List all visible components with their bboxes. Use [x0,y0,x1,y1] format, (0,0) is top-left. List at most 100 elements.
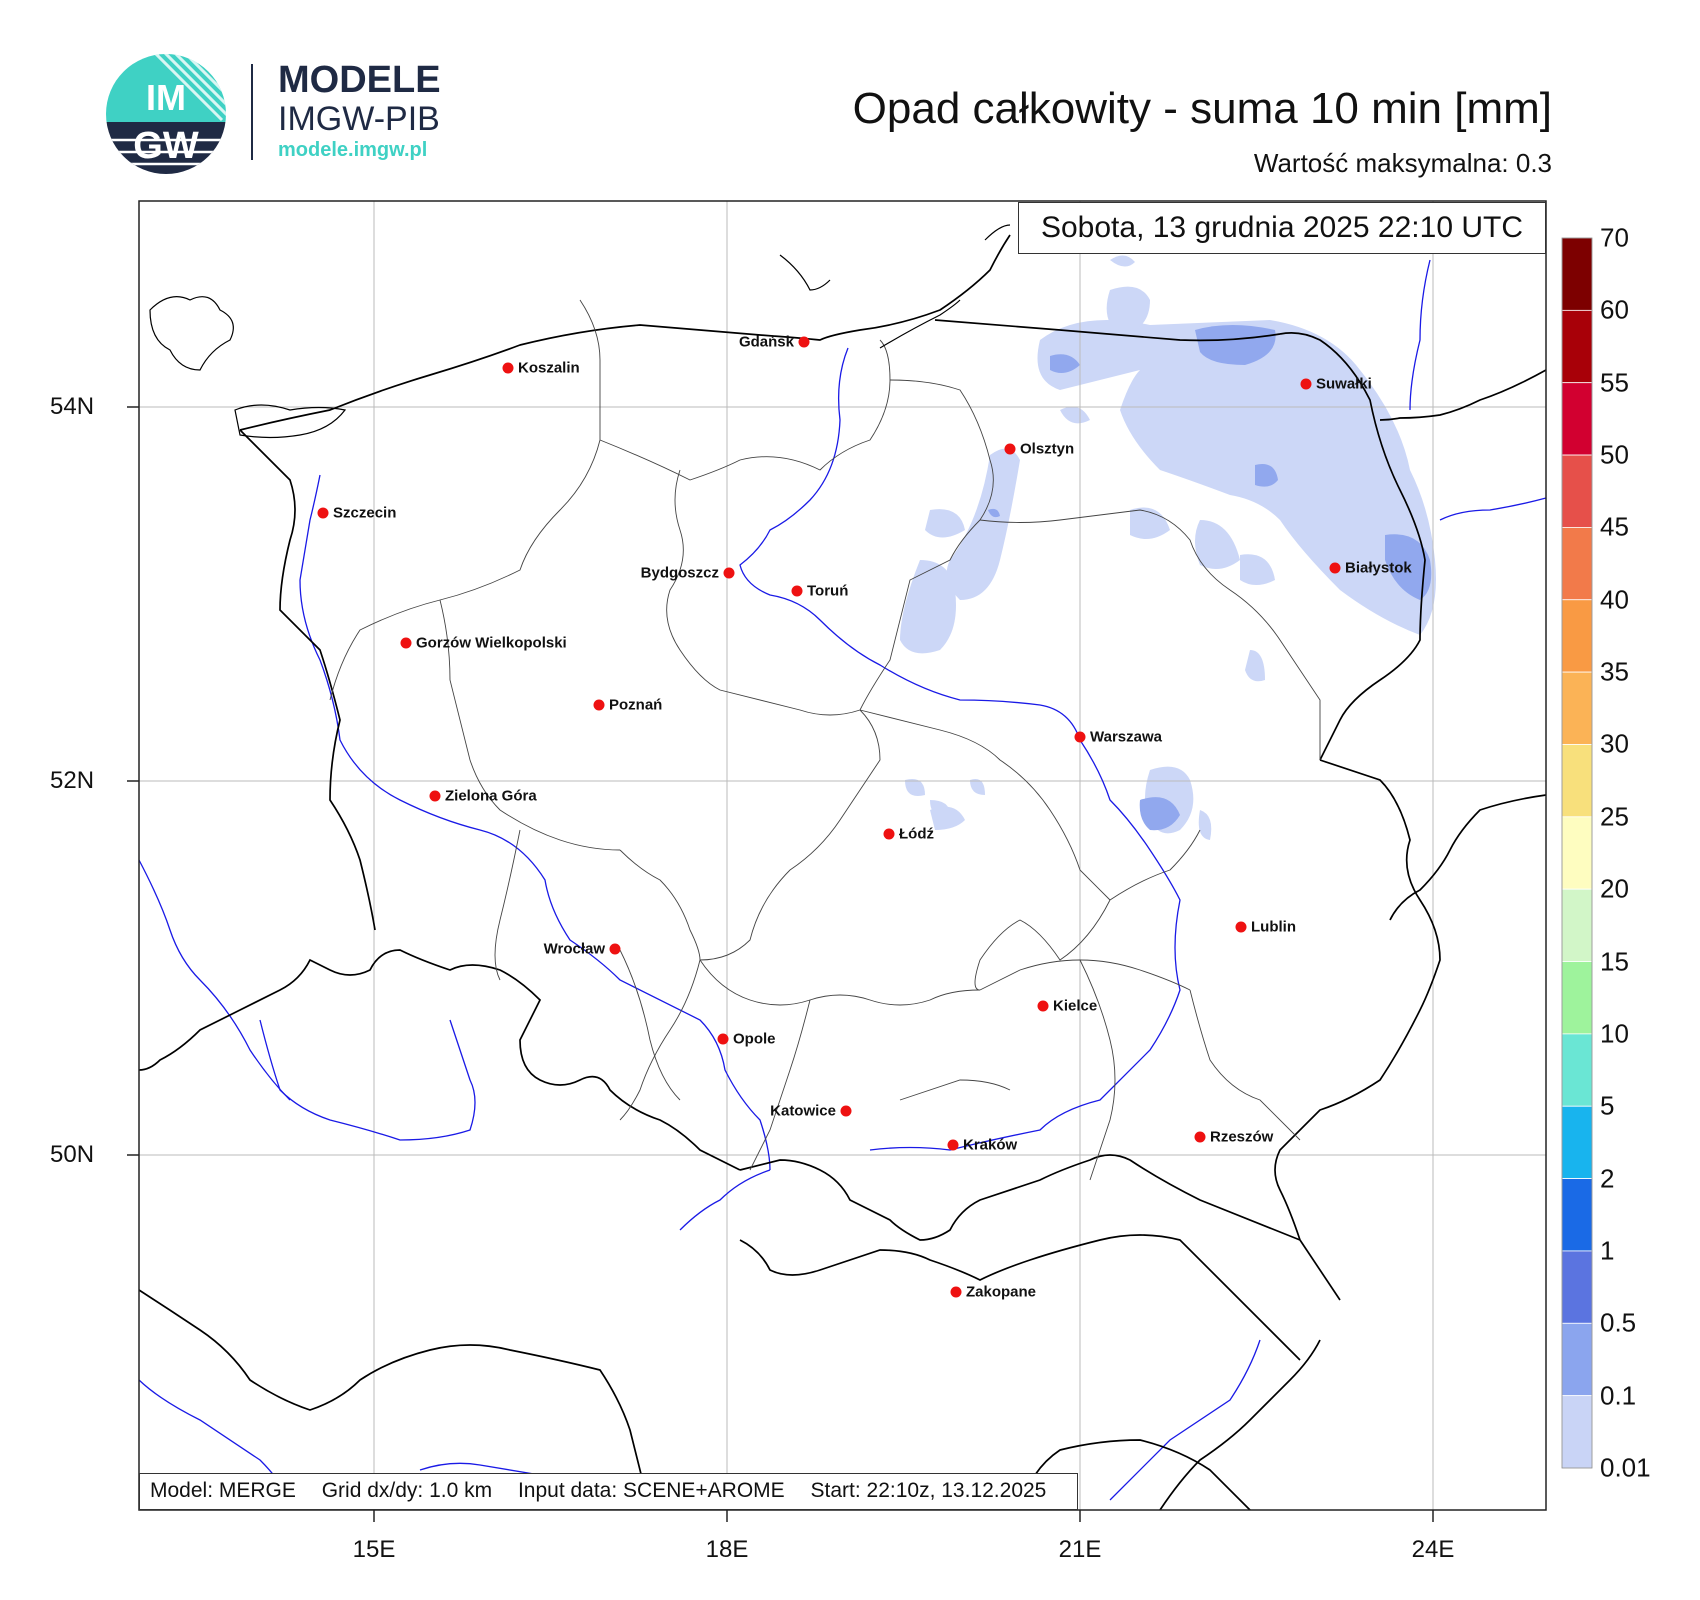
legend-swatch-12 [1561,1105,1593,1179]
grid-resolution: Grid dx/dy: 1.0 km [321,1479,493,1502]
lon-label-21e: 21E [1058,1536,1102,1563]
city-marker-bydgoszcz [723,567,735,579]
map-title: Opad całkowity - suma 10 min [mm] [852,84,1552,133]
city-marker-krak-w [947,1139,959,1151]
city-label-koszalin: Koszalin [518,359,580,377]
logo-brand-main: MODELE [278,59,441,101]
city-marker-wroc-aw [609,943,621,955]
city-label-lublin: Lublin [1251,918,1296,936]
legend-swatch-15 [1561,1322,1593,1397]
map-frame [138,200,1547,1511]
city-marker-koszalin [502,362,514,374]
model-info-bar: Model: MERGE Grid dx/dy: 1.0 km Input da… [139,1473,1078,1510]
model-name: Model: MERGE [150,1479,296,1502]
legend-label-12: 5 [1600,1090,1615,1121]
lat-label-52n: 52N [50,767,95,794]
lon-label-15e: 15E [352,1536,396,1563]
logo-text-top: IM [146,77,186,118]
legend-label-16: 0.1 [1600,1380,1637,1411]
legend-swatch-7 [1561,744,1593,818]
legend-swatch-3 [1561,454,1593,528]
legend-label-1: 60 [1600,294,1629,325]
legend-label-11: 10 [1600,1018,1629,1049]
cities-layer [317,336,1341,1298]
city-marker-pozna- [593,699,605,711]
legend-label-10: 15 [1600,946,1629,977]
logo-brand-sub: IMGW-PIB [278,100,440,138]
city-label-olsztyn: Olsztyn [1020,440,1075,458]
city-label-gda-sk: Gdańsk [738,333,794,351]
city-label-opole: Opole [733,1030,776,1048]
color-legend-bar [1561,237,1593,1469]
city-marker-rzesz-w [1194,1131,1206,1143]
legend-swatch-6 [1561,671,1593,745]
legend-label-9: 20 [1600,873,1629,904]
logo-emblem: IM GW MODELE IMGW-PIB modele.imgw.pl [106,54,441,174]
lat-label-54n: 54N [50,393,95,420]
city-label-bydgoszcz: Bydgoszcz [640,564,719,582]
city-label-kielce: Kielce [1053,997,1098,1015]
date-label: Sobota, 13 grudnia 2025 22:10 UTC [1018,202,1546,254]
logo-text-bottom: GW [133,125,199,167]
legend-swatch-4 [1561,527,1593,601]
legend-swatch-11 [1561,1033,1593,1107]
rivers [138,259,1547,1501]
city-marker-olsztyn [1004,443,1016,455]
city-marker--d- [883,828,895,840]
city-label-warszawa: Warszawa [1090,728,1162,746]
city-label-suwa-ki: Suwałki [1316,375,1372,393]
city-marker-kielce [1037,1000,1049,1012]
city-marker-szczecin [317,507,329,519]
city-label-toru-: Toruń [807,582,849,600]
lon-label-18e: 18E [705,1536,749,1563]
city-label-bia-ystok: Białystok [1345,559,1412,577]
coastline-details [149,224,1011,439]
city-marker-suwa-ki [1300,378,1312,390]
max-value-label: Wartość maksymalna: 0.3 [1253,148,1552,178]
city-label-wroc-aw: Wrocław [543,940,605,958]
city-marker-warszawa [1074,731,1086,743]
legend-swatch-1 [1561,309,1593,384]
city-label-pozna-: Poznań [609,696,663,714]
grid-lines [139,201,1546,1510]
city-label-zielona-g-ra: Zielona Góra [445,787,537,805]
legend-label-3: 50 [1600,439,1629,470]
precipitation-layer [900,255,1436,840]
legend-swatch-14 [1561,1250,1593,1324]
city-marker-zielona-g-ra [429,790,441,802]
start-time: Start: 22:10z, 13.12.2025 [810,1479,1047,1502]
legend-label-4: 45 [1600,511,1629,542]
city-label-rzesz-w: Rzeszów [1210,1128,1274,1146]
city-label-szczecin: Szczecin [333,504,397,522]
legend-label-0: 70 [1600,222,1629,253]
axis-ticks [127,406,1434,1522]
city-marker-gda-sk [798,336,810,348]
city-marker-zakopane [950,1286,962,1298]
legend-label-5: 40 [1600,584,1629,615]
legend-label-17: 0.01 [1600,1452,1651,1483]
legend-label-8: 25 [1600,801,1629,832]
legend-label-7: 30 [1600,728,1629,759]
legend-label-2: 55 [1600,367,1629,398]
city-label-gorz-w-wielkopolski: Gorzów Wielkopolski [416,634,567,652]
legend-label-6: 35 [1600,656,1629,687]
legend-swatch-0 [1561,237,1593,311]
city-marker-lublin [1235,921,1247,933]
legend-label-13: 2 [1600,1163,1615,1194]
country-borders [138,234,1547,1511]
input-data: Input data: SCENE+AROME [517,1479,785,1502]
legend-label-14: 1 [1600,1235,1615,1266]
city-label--d-: Łódź [899,825,934,843]
lat-label-50n: 50N [50,1141,95,1168]
city-label-katowice: Katowice [770,1102,836,1120]
legend-swatch-10 [1561,961,1593,1035]
city-marker-opole [717,1033,729,1045]
lon-label-24e: 24E [1411,1536,1455,1563]
logo-url: modele.imgw.pl [278,139,427,161]
legend-swatch-2 [1561,382,1593,456]
city-marker-gorz-w-wielkopolski [400,637,412,649]
legend-swatch-8 [1561,816,1593,890]
legend-swatch-16 [1561,1395,1593,1469]
city-marker-bia-ystok [1329,562,1341,574]
